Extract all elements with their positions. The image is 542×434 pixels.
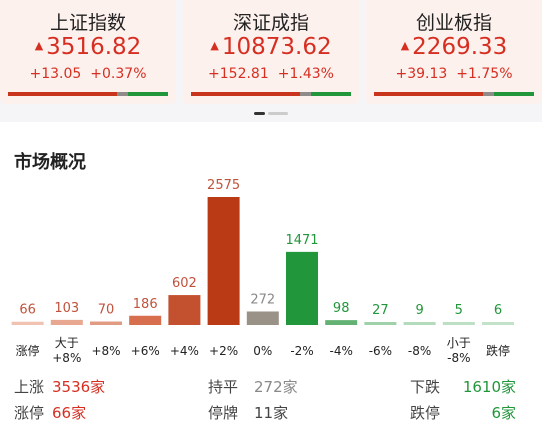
suspended-value: 11家 — [254, 404, 289, 422]
distribution-chart: 66 103 70 186 602 2575 272 1471 98 27 9 5 6 — [11, 178, 514, 325]
category-label: -6% — [368, 344, 393, 358]
category-label: -4% — [329, 344, 353, 358]
category-label: 涨停 — [15, 344, 40, 358]
bar-11 — [442, 322, 475, 325]
index-price: ▲ 2269.33 — [400, 34, 508, 60]
bar-value-label: 186 — [133, 297, 158, 312]
category-label: 0% — [253, 344, 273, 358]
limit-up-value: 66家 — [52, 404, 87, 422]
index-change: +39.13 +1.75% — [395, 66, 513, 82]
bar-value-label: 272 — [250, 292, 275, 307]
index-name: 深证成指 — [232, 12, 309, 34]
bar-8 — [325, 320, 358, 325]
category-label: 小于 -8% — [446, 336, 471, 365]
down-count-label: 下跌 — [410, 378, 441, 396]
index-price: ▲ 10873.62 — [210, 34, 332, 60]
index-name: 创业板指 — [415, 12, 492, 34]
limit-up-label: 涨停 — [14, 404, 45, 422]
section-title: 市场概况 — [14, 152, 86, 173]
bar-10 — [403, 322, 436, 325]
up-arrow-icon: ▲ — [210, 39, 219, 52]
category-label: +8% — [91, 344, 121, 358]
flat-count-label: 持平 — [208, 378, 239, 396]
flat-count-value: 272家 — [254, 378, 298, 396]
up-count-label: 上涨 — [14, 378, 45, 396]
category-label: 跌停 — [485, 344, 510, 358]
bar-7 — [286, 251, 318, 325]
breadth-bar — [191, 92, 351, 96]
index-cards: 上证指数 ▲ 3516.82 +13.05 +0.37% 深证成指 ▲ 10873.6… — [0, 0, 542, 120]
index-name: 上证指数 — [49, 12, 126, 34]
breadth-bar — [8, 92, 168, 96]
index-change: +152.81 +1.43% — [208, 66, 334, 82]
bar-value-label: 1471 — [285, 233, 318, 248]
index-card-chinext[interactable]: 创业板指 ▲ 2269.33 +39.13 +1.75% — [366, 0, 542, 104]
category-label: +2% — [209, 344, 239, 358]
bar-9 — [364, 322, 397, 325]
bar-value-label: 602 — [172, 276, 197, 291]
index-card-shanghai[interactable]: 上证指数 ▲ 3516.82 +13.05 +0.37% — [0, 0, 176, 104]
limit-down-label: 跌停 — [410, 404, 441, 422]
down-count-value: 1610家 — [462, 378, 516, 396]
breadth-bar — [374, 92, 534, 96]
up-arrow-icon: ▲ — [400, 39, 410, 52]
bar-3 — [129, 315, 162, 325]
bar-6 — [246, 311, 279, 325]
bar-value-label: 2575 — [207, 178, 240, 193]
bar-value-label: 9 — [415, 303, 423, 318]
carousel-pager[interactable] — [254, 112, 288, 115]
index-price: ▲ 3516.82 — [34, 34, 142, 60]
category-label: -8% — [407, 344, 432, 358]
category-label: +6% — [130, 344, 160, 358]
index-change: +13.05 +0.37% — [29, 66, 147, 82]
bar-2 — [90, 321, 122, 325]
up-arrow-icon: ▲ — [34, 39, 44, 52]
suspended-label: 停牌 — [208, 404, 239, 422]
pager-dot-active[interactable] — [254, 112, 265, 115]
bar-1 — [50, 319, 83, 325]
bar-0 — [11, 321, 44, 325]
bar-value-label: 5 — [455, 303, 463, 318]
bar-value-label: 98 — [333, 301, 350, 316]
category-label: 大于 +8% — [52, 336, 82, 365]
bar-value-label: 27 — [372, 303, 389, 318]
bar-5 — [207, 197, 240, 325]
bar-value-label: 66 — [19, 303, 36, 318]
bar-value-label: 103 — [54, 301, 79, 316]
pager-dot[interactable] — [268, 112, 288, 115]
bar-12 — [482, 322, 514, 325]
bar-value-label: 6 — [494, 303, 502, 318]
up-count-value: 3536家 — [52, 378, 106, 396]
category-label: -2% — [290, 344, 314, 358]
market-overview-panel: 市场概况 66 103 70 186 602 2575 272 1471 98 27 9 5 6 涨停大… — [0, 122, 542, 434]
index-card-shenzhen[interactable]: 深证成指 ▲ 10873.62 +152.81 +1.43% — [183, 0, 359, 104]
category-label: +4% — [169, 344, 199, 358]
bar-4 — [168, 295, 201, 325]
bar-value-label: 70 — [98, 303, 115, 318]
limit-down-value: 6家 — [491, 404, 516, 422]
